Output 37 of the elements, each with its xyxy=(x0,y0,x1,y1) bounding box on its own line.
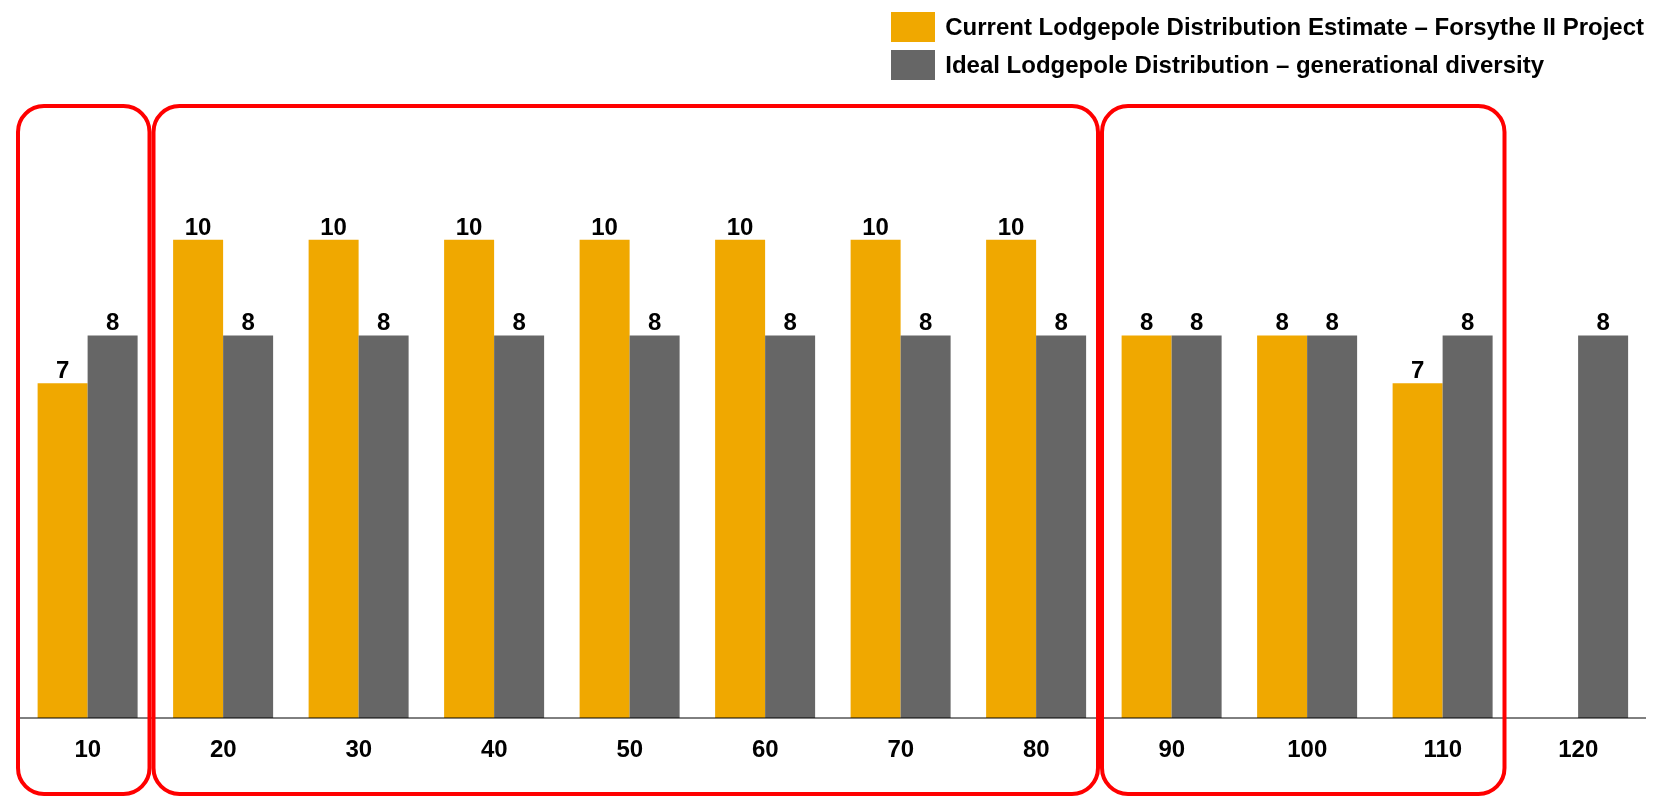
x-tick-label: 50 xyxy=(616,735,644,763)
data-label: 7 xyxy=(55,356,70,384)
legend-label: Current Lodgepole Distribution Estimate – Forsythe II Project xyxy=(945,13,1644,41)
data-label: 10 xyxy=(726,212,754,240)
data-label: 8 xyxy=(1596,308,1610,336)
x-tick-label: 20 xyxy=(209,735,237,763)
data-label: 8 xyxy=(783,308,797,336)
legend-label: Ideal Lodgepole Distribution – generational diversity xyxy=(945,51,1545,79)
x-tick-label: 80 xyxy=(1022,735,1050,763)
x-tick-label: 10 xyxy=(74,735,102,763)
data-label: 10 xyxy=(320,212,347,240)
data-label: 8 xyxy=(918,308,933,336)
data-label: 10 xyxy=(997,212,1025,240)
x-tick-label: 40 xyxy=(480,735,508,763)
data-label: 8 xyxy=(512,308,526,336)
x-tick-label: 110 xyxy=(1423,735,1463,763)
data-label: 8 xyxy=(105,308,120,336)
data-label: 10 xyxy=(184,212,212,240)
data-label: 8 xyxy=(1139,308,1154,336)
data-label: 10 xyxy=(455,212,483,240)
x-tick-label: 30 xyxy=(345,735,373,763)
x-tick-label: 100 xyxy=(1287,735,1328,763)
data-label: 8 xyxy=(1275,308,1289,336)
x-tick-label: 70 xyxy=(887,735,915,763)
data-label: 8 xyxy=(376,308,391,336)
data-label: 8 xyxy=(1325,308,1339,336)
data-label: 7 xyxy=(1410,356,1425,384)
data-label: 10 xyxy=(591,212,618,240)
data-label: 8 xyxy=(1054,308,1068,336)
x-tick-label: 60 xyxy=(751,735,779,763)
x-tick-label: 120 xyxy=(1558,735,1599,763)
data-label: 8 xyxy=(1460,308,1475,336)
data-label: 8 xyxy=(647,308,662,336)
data-label: 8 xyxy=(241,308,255,336)
data-label: 8 xyxy=(1189,308,1204,336)
data-label: 10 xyxy=(862,212,889,240)
x-tick-label: 90 xyxy=(1158,735,1186,763)
